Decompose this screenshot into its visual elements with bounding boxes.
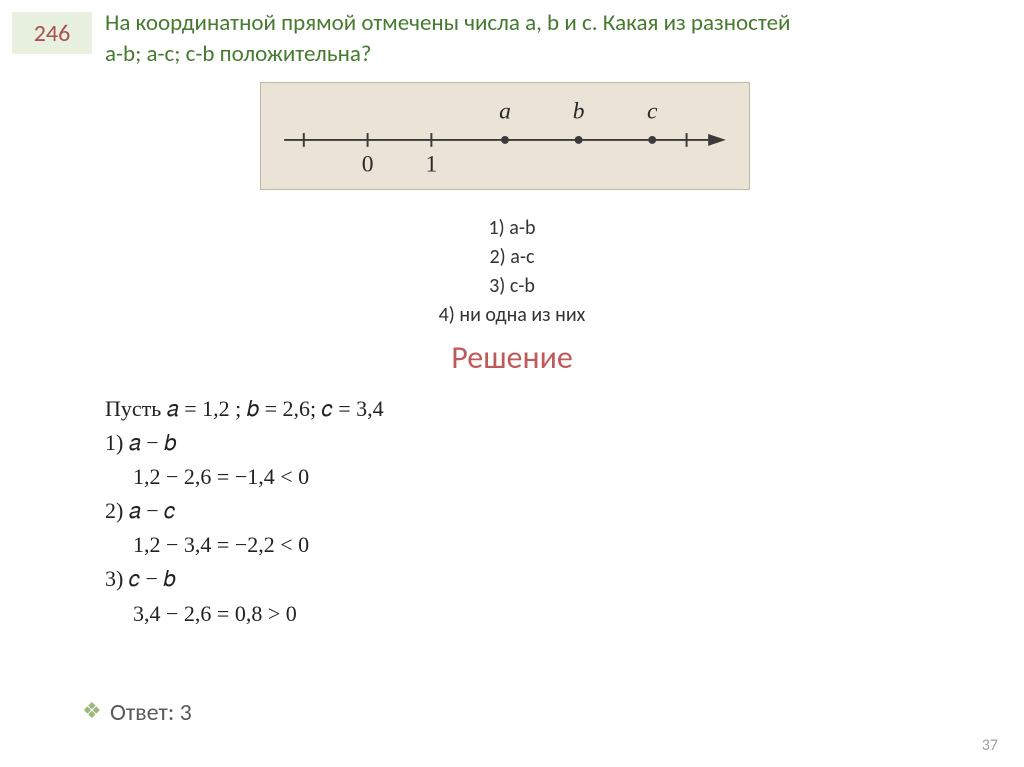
point-a <box>501 136 509 144</box>
solution-step-1: 1) 𝑎 − 𝑏 <box>105 426 384 460</box>
option-3: 3) c-b <box>0 272 1024 301</box>
solution-body: Пусть 𝑎 = 1,2 ; 𝑏 = 2,6; 𝑐 = 3,4 1) 𝑎 − … <box>105 392 384 631</box>
arrowhead <box>708 134 726 146</box>
solution-step-2: 2) 𝑎 − 𝑐 <box>105 494 384 528</box>
solution-step-2-calc: 1,2 − 3,4 = −2,2 < 0 <box>105 528 384 562</box>
solution-step-3: 3) 𝑐 − 𝑏 <box>105 562 384 596</box>
page-number: 37 <box>982 736 998 755</box>
answer-text: Ответ: 3 <box>110 698 192 727</box>
option-2: 2) a-c <box>0 243 1024 272</box>
point-b <box>575 136 583 144</box>
number-line-svg: a b c 0 1 <box>261 83 749 189</box>
problem-number-box: 246 <box>12 12 92 54</box>
problem-number: 246 <box>34 19 71 48</box>
label-b: b <box>573 98 585 124</box>
solution-assume: Пусть 𝑎 = 1,2 ; 𝑏 = 2,6; 𝑐 = 3,4 <box>105 392 384 426</box>
answer-options: 1) a-b 2) a-c 3) c-b 4) ни одна из них <box>0 214 1024 330</box>
solution-step-1-calc: 1,2 − 2,6 = −1,4 < 0 <box>105 460 384 494</box>
label-zero: 0 <box>362 151 374 177</box>
option-1: 1) a-b <box>0 214 1024 243</box>
point-c <box>648 136 656 144</box>
label-one: 1 <box>425 151 437 177</box>
number-line-figure: a b c 0 1 <box>260 82 750 190</box>
solution-step-3-calc: 3,4 − 2,6 = 0,8 > 0 <box>105 597 384 631</box>
option-4: 4) ни одна из них <box>0 301 1024 330</box>
answer-bullet: ❖ <box>82 697 102 724</box>
problem-text-line2: a-b; a-c; c-b положительна? <box>105 39 1004 70</box>
label-a: a <box>499 98 511 124</box>
problem-text-line1: На координатной прямой отмечены числа a,… <box>105 8 1004 39</box>
problem-text: На координатной прямой отмечены числа a,… <box>105 8 1004 70</box>
label-c: c <box>647 98 658 124</box>
solution-title: Решение <box>0 338 1024 377</box>
